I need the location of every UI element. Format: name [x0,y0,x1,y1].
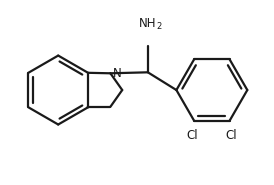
Text: Cl: Cl [226,129,237,142]
Text: Cl: Cl [186,129,198,142]
Text: NH: NH [139,17,156,30]
Text: 2: 2 [157,22,162,31]
Text: N: N [112,67,121,80]
